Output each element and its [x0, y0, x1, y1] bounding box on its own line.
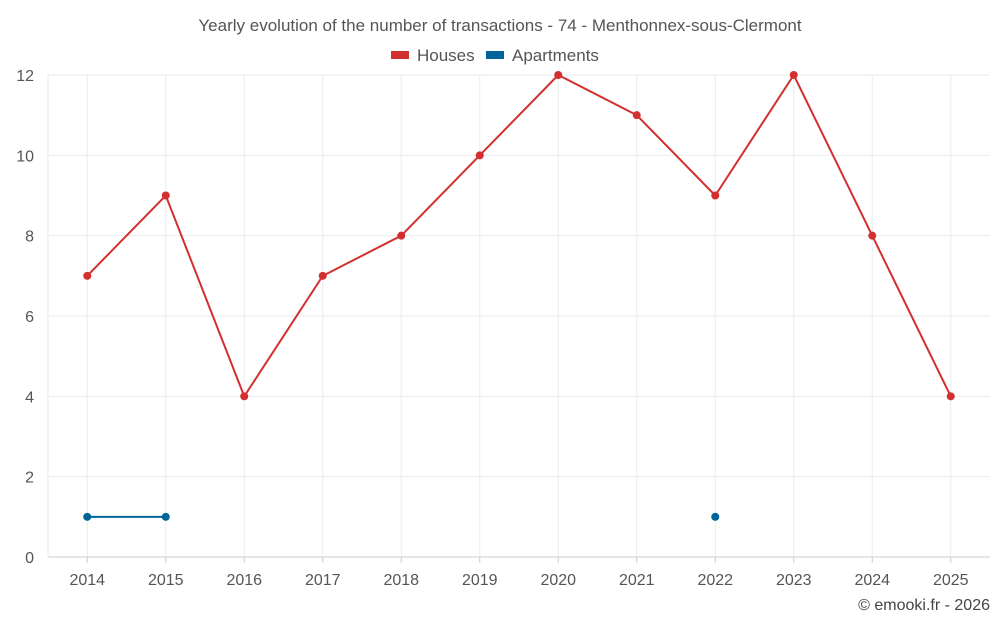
x-tick-label: 2020 — [540, 572, 576, 589]
x-tick-label: 2018 — [383, 572, 419, 589]
legend: Houses Apartments — [391, 46, 599, 65]
y-tick-label: 0 — [25, 550, 34, 567]
data-point-houses[interactable] — [475, 151, 484, 160]
data-point-houses[interactable] — [161, 191, 170, 200]
x-tick-label: 2022 — [697, 572, 733, 589]
data-point-houses[interactable] — [240, 392, 249, 401]
data-point-houses[interactable] — [868, 231, 877, 240]
data-point-apartments[interactable] — [711, 512, 720, 521]
series-apartments — [83, 512, 720, 521]
data-point-apartments[interactable] — [161, 512, 170, 521]
y-tick-label: 4 — [25, 389, 34, 406]
data-point-houses[interactable] — [789, 71, 798, 79]
legend-swatch-houses — [391, 51, 409, 59]
data-point-houses[interactable] — [946, 392, 955, 401]
series-houses — [83, 71, 955, 401]
legend-item-apartments[interactable]: Apartments — [486, 46, 599, 65]
x-tick-label: 2023 — [776, 572, 812, 589]
y-tick-label: 6 — [25, 309, 34, 326]
grid — [47, 74, 990, 563]
data-point-houses[interactable] — [83, 271, 92, 280]
legend-label-houses: Houses — [417, 46, 475, 65]
x-tick-label: 2016 — [226, 572, 262, 589]
y-tick-label: 2 — [25, 470, 34, 487]
y-tick-label: 8 — [25, 229, 34, 246]
x-tick-label: 2015 — [148, 572, 184, 589]
series-line-houses — [86, 72, 952, 399]
x-tick-label: 2025 — [933, 572, 969, 589]
x-tick-label: 2019 — [462, 572, 498, 589]
credit-text: © emooki.fr - 2026 — [858, 597, 990, 614]
data-point-houses[interactable] — [397, 231, 406, 240]
tick-layer: 0 2 4 6 8 10 12 2014 2015 2016 2017 2018 2019 2020 202… — [16, 68, 968, 589]
x-tick-label: 2021 — [619, 572, 655, 589]
data-point-houses[interactable] — [632, 111, 641, 120]
legend-swatch-apartments — [486, 51, 504, 59]
chart-title: Yearly evolution of the number of transa… — [198, 16, 801, 35]
x-tick-label: 2017 — [305, 572, 341, 589]
data-point-apartments[interactable] — [83, 512, 92, 521]
y-tick-label: 12 — [16, 68, 34, 85]
data-point-houses[interactable] — [711, 191, 720, 200]
legend-item-houses[interactable]: Houses — [391, 46, 475, 65]
series-layer — [83, 71, 955, 521]
legend-label-apartments: Apartments — [512, 46, 599, 65]
data-point-houses[interactable] — [554, 71, 563, 79]
data-point-houses[interactable] — [318, 271, 327, 280]
y-tick-label: 10 — [16, 148, 34, 165]
x-tick-label: 2014 — [69, 572, 105, 589]
x-tick-label: 2024 — [854, 572, 890, 589]
